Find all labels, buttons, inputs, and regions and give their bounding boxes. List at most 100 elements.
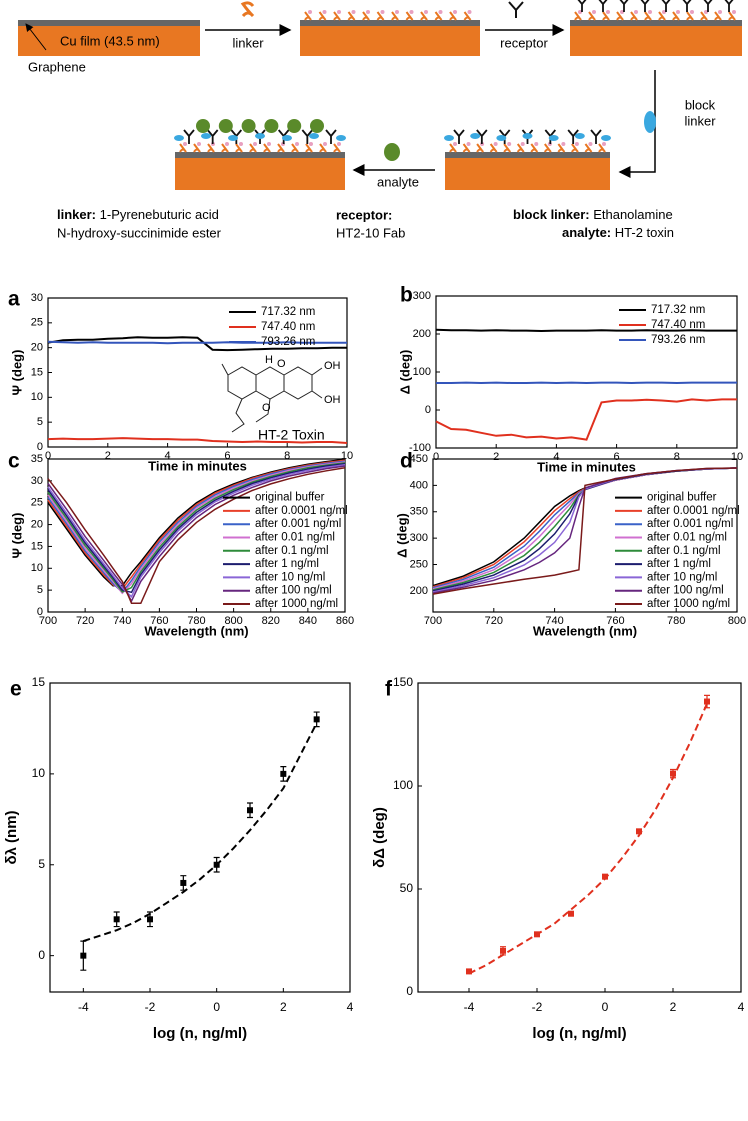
receptor xyxy=(206,129,219,144)
legend-label: original buffer xyxy=(255,492,325,504)
chem-structure xyxy=(221,363,323,433)
legend-label: after 1 ng/ml xyxy=(647,558,711,570)
x-tick-label: -4 xyxy=(78,1000,89,1014)
step-label: analyte xyxy=(377,174,419,189)
plot-frame xyxy=(49,682,351,993)
linker xyxy=(333,11,341,21)
receptor xyxy=(476,129,488,144)
x-tick-label: 4 xyxy=(165,450,171,462)
receptor xyxy=(567,129,579,144)
linker xyxy=(347,11,356,21)
linker-head xyxy=(574,142,579,146)
data-point xyxy=(500,947,506,954)
legend-line: N-hydroxy-succinimide ester xyxy=(57,225,222,240)
x-tick-label: 760 xyxy=(150,615,168,627)
data-point xyxy=(466,968,472,975)
x-tick-label: 2 xyxy=(670,1000,677,1014)
series-line xyxy=(47,462,346,593)
legend-label: after 0.1 ng/ml xyxy=(255,545,329,557)
y-tick-label: 10 xyxy=(32,766,46,780)
y-tick-label: 15 xyxy=(32,675,46,689)
legend-label: after 1000 ng/ml xyxy=(647,598,730,610)
linker xyxy=(672,11,680,21)
data-point xyxy=(670,770,676,777)
linker-head xyxy=(676,10,680,14)
x-tick-label: 6 xyxy=(224,450,230,462)
legend-label: after 0.001 ng/ml xyxy=(255,518,341,530)
series-line xyxy=(47,465,346,603)
desc: HT-2 toxin xyxy=(615,225,674,240)
linker-head xyxy=(337,142,341,146)
y-tick-label: 5 xyxy=(37,584,43,596)
legend-label: after 0.0001 ng/ml xyxy=(255,505,348,517)
analyte xyxy=(264,119,279,133)
linker-head xyxy=(467,10,472,14)
linker-head xyxy=(267,142,271,146)
y-tick-label: 300 xyxy=(410,532,428,544)
data-point xyxy=(147,916,153,923)
receptor xyxy=(682,0,692,12)
linker-head xyxy=(183,142,187,146)
x-tick-label: 800 xyxy=(224,615,242,627)
y-tick-label: 400 xyxy=(410,479,428,491)
desc: Ethanolamine xyxy=(593,207,673,222)
block-linker xyxy=(336,135,346,141)
legend-label: after 0.01 ng/ml xyxy=(255,532,335,544)
linker xyxy=(221,143,229,153)
series-line xyxy=(47,340,347,345)
y-tick-label: 20 xyxy=(31,342,43,354)
block-linker xyxy=(444,135,454,141)
linker xyxy=(333,143,341,153)
atom-label: OH xyxy=(324,360,341,372)
legend-label: 747.40 nm xyxy=(651,319,705,331)
x-tick-label: -2 xyxy=(145,1000,156,1014)
x-tick-label: 2 xyxy=(280,1000,287,1014)
legend-label: 717.32 nm xyxy=(651,304,705,316)
graphene-layer xyxy=(445,152,610,158)
linker xyxy=(462,143,471,153)
y-tick-label: 5 xyxy=(38,857,45,871)
data-point xyxy=(568,910,574,917)
data-point xyxy=(113,916,120,923)
y-tick-label: 5 xyxy=(37,416,43,428)
panel: e -4 -2 0 2 4 0 5 10 15 log (n, ng/ml) δλ (nm) xyxy=(3,675,354,1042)
block-linker xyxy=(201,133,211,139)
receptor xyxy=(325,129,337,144)
atom-label: O xyxy=(262,402,271,414)
y-tick-label: 50 xyxy=(400,881,414,895)
linker-head xyxy=(592,10,596,14)
bond xyxy=(311,367,323,376)
data-point xyxy=(180,879,187,886)
linker-head xyxy=(295,142,299,146)
receptor xyxy=(598,0,608,12)
series-line xyxy=(47,463,346,594)
film-label: Cu film (43.5 nm) xyxy=(60,33,160,48)
linker-head xyxy=(225,142,229,146)
linker-head xyxy=(351,10,356,14)
linker-head xyxy=(453,10,457,14)
y-tick-label: 15 xyxy=(31,366,43,378)
y-tick-label: 0 xyxy=(406,984,413,998)
annotation: HT-2 Toxin xyxy=(258,427,325,443)
series-line xyxy=(435,328,737,333)
legend-label: 793.26 nm xyxy=(651,334,705,346)
linker-head xyxy=(438,10,443,14)
linker-head xyxy=(197,142,201,146)
x-tick-label: 8 xyxy=(284,450,290,462)
linker xyxy=(588,11,596,21)
linker xyxy=(503,143,512,153)
legend-label: 747.40 nm xyxy=(261,321,315,333)
y-tick-label: 25 xyxy=(31,317,43,329)
block-icon xyxy=(644,111,656,133)
linker xyxy=(644,11,652,21)
receptor xyxy=(183,129,195,144)
receptor xyxy=(619,0,629,12)
linker xyxy=(571,143,579,153)
slab xyxy=(175,152,345,190)
y-tick-label: 35 xyxy=(31,453,43,465)
linker-head xyxy=(606,10,610,14)
x-tick-label: 2 xyxy=(493,451,499,463)
y-tick-label: 30 xyxy=(31,292,43,304)
y-tick-label: 10 xyxy=(31,391,43,403)
